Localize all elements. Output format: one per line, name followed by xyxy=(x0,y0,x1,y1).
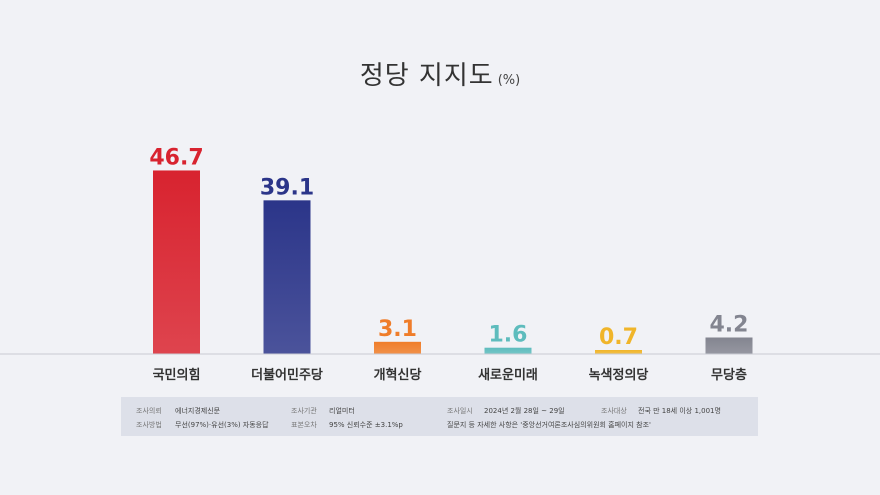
survey-date: 2024년 2월 28일 ~ 29일 xyxy=(484,407,565,415)
chart-title-unit: (%) xyxy=(497,73,521,88)
category-label-5: 녹색정의당 xyxy=(589,367,649,383)
survey-agency-label: 조사기관 xyxy=(291,407,317,415)
value-label-6: 4.2 xyxy=(710,312,749,337)
category-label-4: 새로운미래 xyxy=(478,367,538,383)
category-label-3: 개혁신당 xyxy=(374,367,422,383)
survey-agency: 리얼미터 xyxy=(329,407,355,415)
survey-client-label: 조사의뢰 xyxy=(136,407,162,415)
bar-6 xyxy=(705,337,753,354)
value-label-1: 46.7 xyxy=(149,145,203,170)
survey-target: 전국 만 18세 이상 1,001명 xyxy=(638,407,721,415)
category-label-6: 무당층 xyxy=(711,367,747,383)
survey-method: 무선(97%)·유선(3%) 자동응답 xyxy=(175,421,269,429)
survey-date-label: 조사일시 xyxy=(447,407,473,415)
survey-method-label: 조사방법 xyxy=(136,421,162,429)
category-label-2: 더불어민주당 xyxy=(251,367,323,383)
chart-title: 정당 지지도 (%) xyxy=(0,55,880,92)
value-label-4: 1.6 xyxy=(489,323,528,348)
bar-2 xyxy=(263,200,311,354)
bar-1 xyxy=(153,170,200,354)
value-label-5: 0.7 xyxy=(599,325,638,350)
bar-chart: 46.7 국민의힘 39.1 더불어민주당 3.1 개혁신당 1.6 새로운미래 0.7 녹색정의… xyxy=(0,145,880,383)
chart-title-text: 정당 지지도 xyxy=(359,61,494,91)
value-label-3: 3.1 xyxy=(378,317,417,342)
category-label-1: 국민의힘 xyxy=(153,367,201,383)
survey-error-label: 표본오차 xyxy=(291,421,317,429)
survey-info-box: 조사의뢰 에너지경제신문 조사기관 리얼미터 조사일시 2024년 2월 28일… xyxy=(121,397,758,436)
survey-client: 에너지경제신문 xyxy=(175,407,221,415)
bar-3 xyxy=(374,341,421,354)
survey-note: 질문지 등 자세한 사항은 '중앙선거여론조사심의위원회 홈페이지 참조' xyxy=(447,421,651,429)
bar-5 xyxy=(595,350,642,354)
survey-error: 95% 신뢰수준 ±3.1%p xyxy=(329,421,403,429)
value-label-2: 39.1 xyxy=(260,175,314,200)
bar-4 xyxy=(484,347,532,354)
survey-target-label: 조사대상 xyxy=(601,407,627,415)
